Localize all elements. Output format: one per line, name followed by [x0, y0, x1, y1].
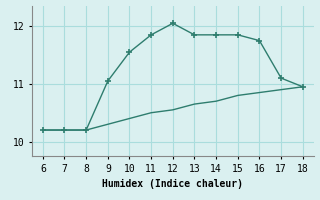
- X-axis label: Humidex (Indice chaleur): Humidex (Indice chaleur): [102, 179, 243, 189]
